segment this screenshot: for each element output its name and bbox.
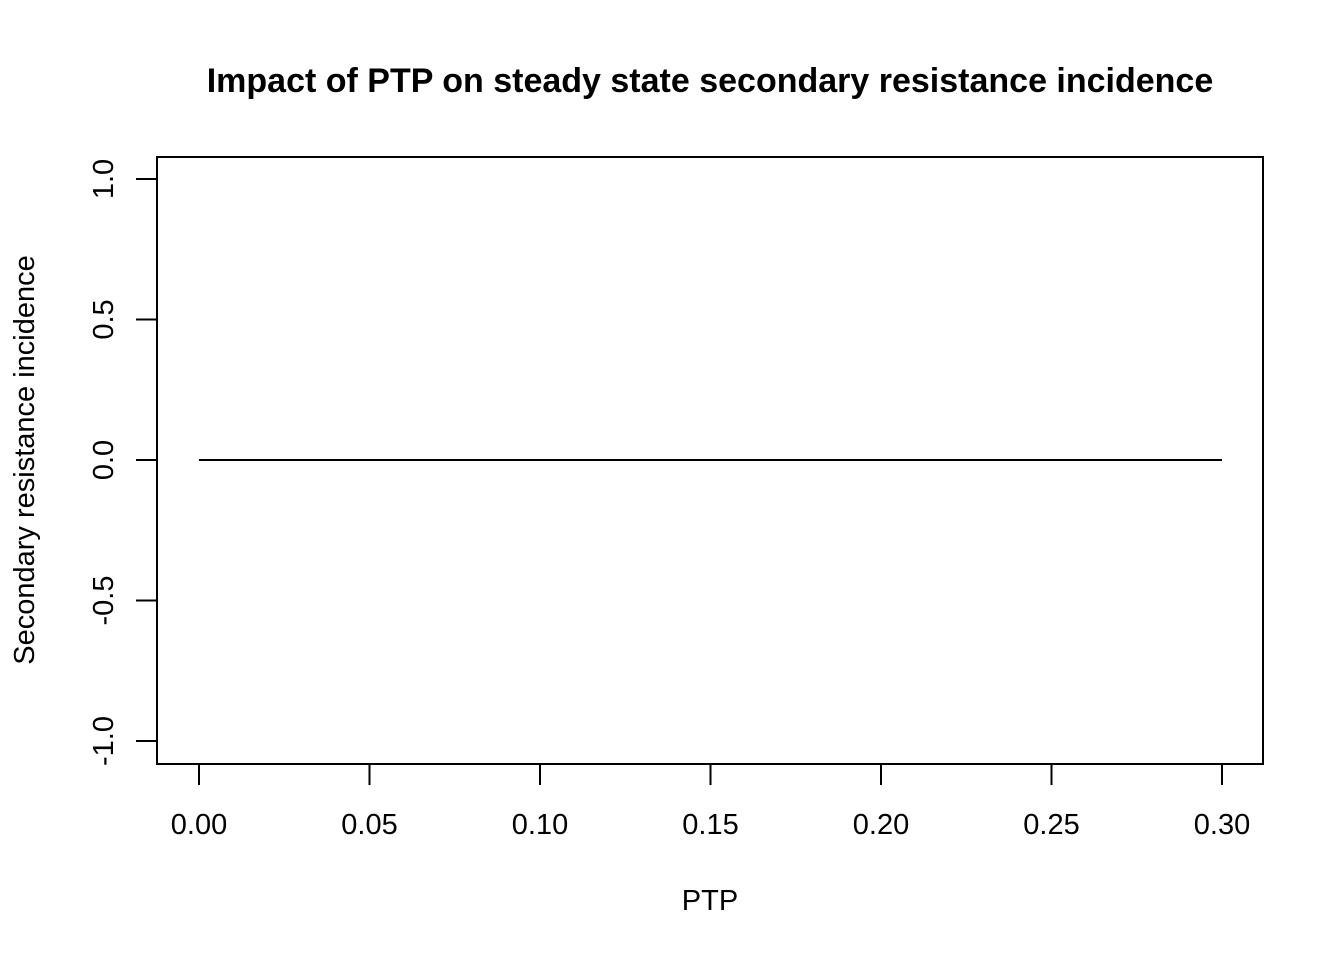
x-tick-label: 0.25 [1023,809,1079,841]
x-tick-label: 0.10 [512,809,568,841]
y-axis: -1.0 -0.5 0.0 0.5 1.0 [88,159,158,766]
y-tick-label: -0.5 [88,576,120,626]
x-axis: 0.00 0.05 0.10 0.15 0.20 0.25 0.30 [171,763,1250,841]
y-tick-label: 0.0 [88,440,120,480]
x-tick-label: 0.30 [1194,809,1250,841]
x-tick-label: 0.15 [682,809,738,841]
x-tick-label: 0.00 [171,809,227,841]
y-tick-label: 0.5 [88,299,120,339]
x-axis-label: PTP [682,885,738,917]
x-tick-label: 0.05 [341,809,397,841]
y-tick-label: -1.0 [88,716,120,766]
y-axis-label: Secondary resistance incidence [9,255,41,664]
y-tick-label: 1.0 [88,159,120,199]
chart-title: Impact of PTP on steady state secondary … [207,62,1214,100]
x-tick-label: 0.20 [853,809,909,841]
